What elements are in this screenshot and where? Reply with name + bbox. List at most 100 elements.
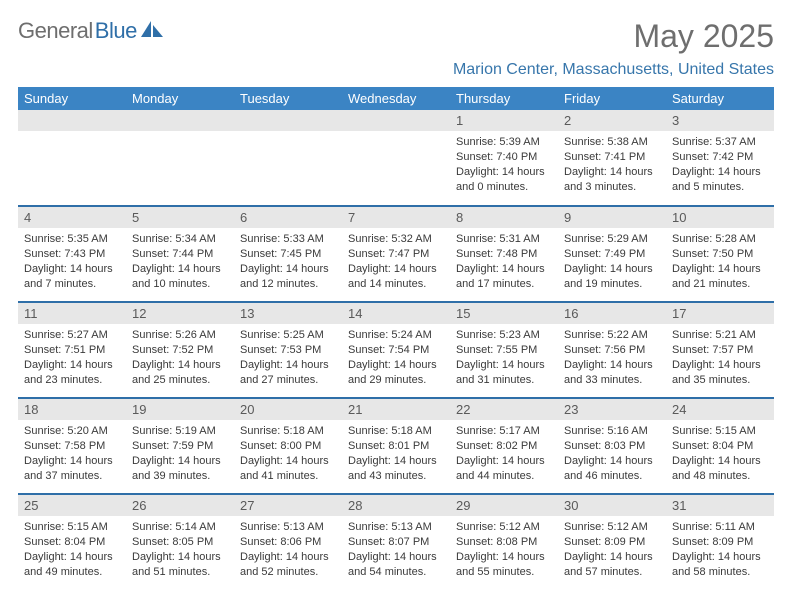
day-number: 22 — [450, 399, 558, 420]
calendar-day-cell: 27Sunrise: 5:13 AMSunset: 8:06 PMDayligh… — [234, 494, 342, 590]
daylight-line-2: and 44 minutes. — [456, 469, 552, 484]
day-details: Sunrise: 5:21 AMSunset: 7:57 PMDaylight:… — [666, 324, 774, 389]
location-text: Marion Center, Massachusetts, United Sta… — [453, 61, 774, 79]
daylight-line-2: and 7 minutes. — [24, 277, 120, 292]
daylight-line-1: Daylight: 14 hours — [240, 550, 336, 565]
day-number: 8 — [450, 207, 558, 228]
sunset-line: Sunset: 8:09 PM — [672, 535, 768, 550]
daylight-line-2: and 48 minutes. — [672, 469, 768, 484]
sunrise-line: Sunrise: 5:21 AM — [672, 328, 768, 343]
daylight-line-1: Daylight: 14 hours — [564, 358, 660, 373]
day-details: Sunrise: 5:12 AMSunset: 8:08 PMDaylight:… — [450, 516, 558, 581]
day-details: Sunrise: 5:15 AMSunset: 8:04 PMDaylight:… — [666, 420, 774, 485]
empty-day-strip — [126, 110, 234, 131]
sunrise-line: Sunrise: 5:12 AM — [564, 520, 660, 535]
day-details: Sunrise: 5:27 AMSunset: 7:51 PMDaylight:… — [18, 324, 126, 389]
sail-icon — [141, 21, 163, 37]
day-details: Sunrise: 5:19 AMSunset: 7:59 PMDaylight:… — [126, 420, 234, 485]
daylight-line-1: Daylight: 14 hours — [240, 262, 336, 277]
day-number: 7 — [342, 207, 450, 228]
daylight-line-1: Daylight: 14 hours — [132, 358, 228, 373]
daylight-line-2: and 10 minutes. — [132, 277, 228, 292]
calendar-day-cell: 4Sunrise: 5:35 AMSunset: 7:43 PMDaylight… — [18, 206, 126, 302]
daylight-line-2: and 52 minutes. — [240, 565, 336, 580]
sunset-line: Sunset: 7:48 PM — [456, 247, 552, 262]
day-number: 26 — [126, 495, 234, 516]
daylight-line-1: Daylight: 14 hours — [564, 454, 660, 469]
day-details: Sunrise: 5:38 AMSunset: 7:41 PMDaylight:… — [558, 131, 666, 196]
day-details: Sunrise: 5:13 AMSunset: 8:07 PMDaylight:… — [342, 516, 450, 581]
daylight-line-1: Daylight: 14 hours — [456, 550, 552, 565]
sunrise-line: Sunrise: 5:13 AM — [240, 520, 336, 535]
daylight-line-2: and 21 minutes. — [672, 277, 768, 292]
daylight-line-1: Daylight: 14 hours — [456, 358, 552, 373]
day-details: Sunrise: 5:25 AMSunset: 7:53 PMDaylight:… — [234, 324, 342, 389]
sunrise-line: Sunrise: 5:15 AM — [24, 520, 120, 535]
calendar-week-row: 11Sunrise: 5:27 AMSunset: 7:51 PMDayligh… — [18, 302, 774, 398]
daylight-line-2: and 33 minutes. — [564, 373, 660, 388]
day-details: Sunrise: 5:20 AMSunset: 7:58 PMDaylight:… — [18, 420, 126, 485]
sunrise-line: Sunrise: 5:19 AM — [132, 424, 228, 439]
daylight-line-1: Daylight: 14 hours — [456, 454, 552, 469]
day-number: 30 — [558, 495, 666, 516]
sunrise-line: Sunrise: 5:39 AM — [456, 135, 552, 150]
calendar-day-cell: 12 Sunrise: 5:26 AMSunset: 7:52 PMDayligh… — [126, 302, 234, 398]
calendar-day-cell: 28Sunrise: 5:13 AMSunset: 8:07 PMDayligh… — [342, 494, 450, 590]
sunrise-line: Sunrise: 5:18 AM — [240, 424, 336, 439]
calendar-day-cell: 8Sunrise: 5:31 AMSunset: 7:48 PMDaylight… — [450, 206, 558, 302]
weekday-header: Monday — [126, 87, 234, 110]
sunrise-line: Sunrise: 5:26 AM — [132, 328, 228, 343]
daylight-line-2: and 23 minutes. — [24, 373, 120, 388]
calendar-day-cell — [342, 110, 450, 206]
sunset-line: Sunset: 8:00 PM — [240, 439, 336, 454]
sunset-line: Sunset: 8:07 PM — [348, 535, 444, 550]
day-number: 20 — [234, 399, 342, 420]
empty-day-strip — [18, 110, 126, 131]
sunrise-line: Sunrise: 5:33 AM — [240, 232, 336, 247]
daylight-line-2: and 14 minutes. — [348, 277, 444, 292]
daylight-line-1: Daylight: 14 hours — [564, 165, 660, 180]
daylight-line-1: Daylight: 14 hours — [456, 262, 552, 277]
calendar-day-cell: 1Sunrise: 5:39 AMSunset: 7:40 PMDaylight… — [450, 110, 558, 206]
day-details: Sunrise: 5:37 AMSunset: 7:42 PMDaylight:… — [666, 131, 774, 196]
calendar-day-cell: 26Sunrise: 5:14 AMSunset: 8:05 PMDayligh… — [126, 494, 234, 590]
day-number: 15 — [450, 303, 558, 324]
daylight-line-1: Daylight: 14 hours — [240, 454, 336, 469]
calendar-day-cell: 18Sunrise: 5:20 AMSunset: 7:58 PMDayligh… — [18, 398, 126, 494]
calendar-day-cell: 7Sunrise: 5:32 AMSunset: 7:47 PMDaylight… — [342, 206, 450, 302]
weekday-header: Tuesday — [234, 87, 342, 110]
sunrise-line: Sunrise: 5:34 AM — [132, 232, 228, 247]
day-number: 25 — [18, 495, 126, 516]
sunset-line: Sunset: 7:52 PM — [132, 343, 228, 358]
sunrise-line: Sunrise: 5:14 AM — [132, 520, 228, 535]
calendar-day-cell: 10Sunrise: 5:28 AMSunset: 7:50 PMDayligh… — [666, 206, 774, 302]
day-details: Sunrise: 5:28 AMSunset: 7:50 PMDaylight:… — [666, 228, 774, 293]
sunrise-line: Sunrise: 5:15 AM — [672, 424, 768, 439]
day-number: 5 — [126, 207, 234, 228]
weekday-header: Friday — [558, 87, 666, 110]
day-number: 12 — [126, 303, 234, 324]
calendar-day-cell: 21Sunrise: 5:18 AMSunset: 8:01 PMDayligh… — [342, 398, 450, 494]
day-details: Sunrise: 5:33 AMSunset: 7:45 PMDaylight:… — [234, 228, 342, 293]
calendar-day-cell: 15Sunrise: 5:23 AMSunset: 7:55 PMDayligh… — [450, 302, 558, 398]
calendar-day-cell: 11Sunrise: 5:27 AMSunset: 7:51 PMDayligh… — [18, 302, 126, 398]
daylight-line-2: and 39 minutes. — [132, 469, 228, 484]
sunset-line: Sunset: 7:55 PM — [456, 343, 552, 358]
daylight-line-2: and 55 minutes. — [456, 565, 552, 580]
day-number: 31 — [666, 495, 774, 516]
sunrise-line: Sunrise: 5:16 AM — [564, 424, 660, 439]
daylight-line-1: Daylight: 14 hours — [348, 454, 444, 469]
calendar-day-cell: 17Sunrise: 5:21 AMSunset: 7:57 PMDayligh… — [666, 302, 774, 398]
month-title: May 2025 — [453, 18, 774, 55]
daylight-line-2: and 49 minutes. — [24, 565, 120, 580]
calendar-day-cell — [126, 110, 234, 206]
day-details: Sunrise: 5:17 AMSunset: 8:02 PMDaylight:… — [450, 420, 558, 485]
daylight-line-1: Daylight: 14 hours — [672, 262, 768, 277]
daylight-line-2: and 57 minutes. — [564, 565, 660, 580]
sunset-line: Sunset: 7:54 PM — [348, 343, 444, 358]
daylight-line-2: and 0 minutes. — [456, 180, 552, 195]
day-details: Sunrise: 5:31 AMSunset: 7:48 PMDaylight:… — [450, 228, 558, 293]
weekday-header: Saturday — [666, 87, 774, 110]
calendar-day-cell: 2Sunrise: 5:38 AMSunset: 7:41 PMDaylight… — [558, 110, 666, 206]
calendar-day-cell: 6Sunrise: 5:33 AMSunset: 7:45 PMDaylight… — [234, 206, 342, 302]
